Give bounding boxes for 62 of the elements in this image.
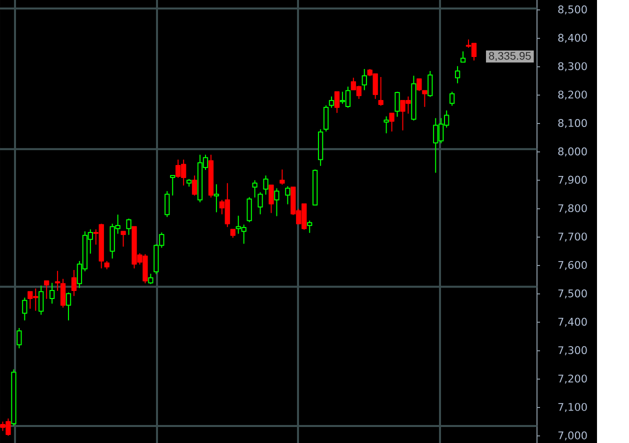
candlestick	[214, 184, 220, 212]
y-tick-label: 7,400	[558, 318, 587, 327]
candlestick	[16, 327, 22, 348]
y-tick-label: 8,300	[558, 62, 587, 72]
candlestick	[246, 196, 252, 222]
candlestick	[11, 368, 16, 426]
candlestick	[252, 180, 258, 198]
candlestick	[285, 186, 290, 204]
candlestick	[71, 270, 77, 296]
candlestick	[280, 169, 285, 185]
candlestick	[38, 285, 44, 315]
candlestick	[389, 112, 394, 132]
candlestick	[318, 128, 324, 166]
y-tick-label: 7,100	[558, 402, 587, 412]
candlestick	[66, 292, 72, 321]
y-tick-label: 7,700	[558, 232, 587, 242]
candlestick	[164, 190, 170, 218]
y-tick-label: 8,000	[558, 147, 587, 156]
candlestick	[328, 96, 334, 108]
y-tick-label: 7,000	[558, 431, 587, 440]
candlestick	[44, 280, 50, 299]
candlestick	[323, 104, 329, 132]
candlestick	[208, 154, 214, 198]
candlestick	[274, 188, 280, 216]
candlestick	[334, 91, 340, 113]
y-tick-label: 7,600	[558, 260, 587, 270]
y-tick-label: 8,500	[558, 5, 587, 14]
candlestick	[230, 228, 236, 238]
y-tick-label: 8,200	[558, 90, 587, 100]
candlestick	[394, 91, 400, 117]
candlestick	[49, 282, 55, 304]
candlestick	[258, 192, 263, 214]
candlestick	[186, 178, 192, 187]
y-tick-label: 7,300	[558, 346, 587, 356]
candlestick	[362, 68, 367, 90]
candlestick	[268, 184, 274, 214]
candlestick	[192, 174, 198, 196]
candlestick	[454, 66, 460, 84]
y-tick-label: 7,500	[558, 289, 587, 298]
y-tick-label: 7,800	[558, 204, 587, 214]
y-tick-label: 8,400	[558, 34, 587, 43]
annotation: 8,335.95	[488, 52, 531, 62]
y-tick-label: 7,200	[558, 374, 587, 384]
candlestick	[148, 273, 154, 284]
candlestick	[104, 260, 110, 270]
candlestick	[384, 116, 389, 134]
candlestick	[22, 297, 28, 321]
candlestick	[416, 78, 422, 92]
candlestick	[126, 218, 132, 236]
candlestick	[460, 50, 466, 63]
candlestick	[428, 70, 433, 98]
candlestick	[120, 230, 126, 247]
candlestick	[449, 91, 455, 106]
candlestick	[263, 174, 268, 195]
candlestick	[422, 90, 428, 107]
candlestick	[411, 75, 416, 121]
y-tick-label: 7,900	[558, 176, 587, 185]
candlestick	[170, 174, 176, 196]
y-tick-label: 8,100	[558, 119, 587, 128]
candlestick	[312, 169, 318, 206]
candlestick	[378, 76, 384, 106]
candlestick	[307, 220, 312, 234]
